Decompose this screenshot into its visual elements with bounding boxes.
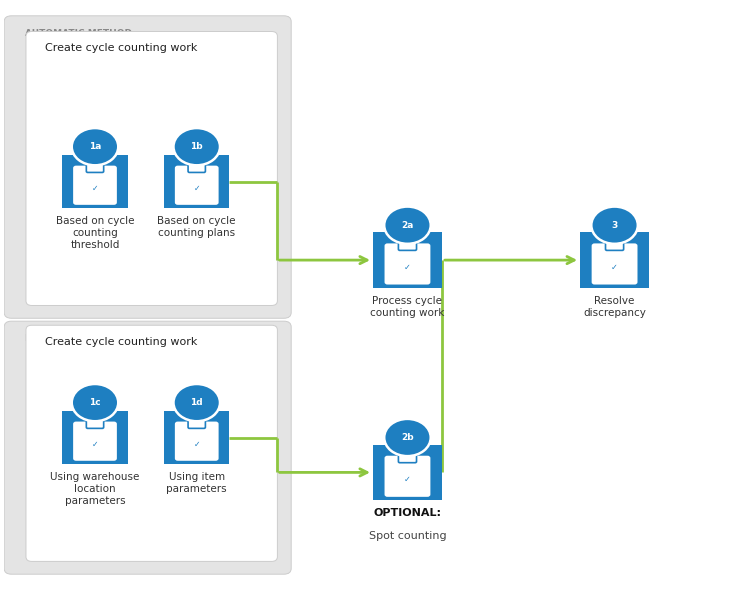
Text: 1a: 1a: [89, 142, 101, 151]
Circle shape: [592, 206, 638, 244]
FancyBboxPatch shape: [580, 232, 649, 288]
Text: 1c: 1c: [89, 398, 101, 407]
FancyBboxPatch shape: [26, 325, 277, 562]
FancyBboxPatch shape: [62, 411, 128, 464]
Text: ✓: ✓: [404, 476, 411, 484]
Text: Create cycle counting work: Create cycle counting work: [45, 337, 197, 347]
Text: ✓: ✓: [404, 263, 411, 272]
Text: AUTOMATIC METHOD: AUTOMATIC METHOD: [24, 28, 132, 38]
FancyBboxPatch shape: [4, 321, 291, 574]
FancyBboxPatch shape: [73, 422, 117, 461]
FancyBboxPatch shape: [384, 244, 431, 284]
Text: ✓: ✓: [193, 184, 200, 193]
Circle shape: [173, 128, 220, 165]
FancyBboxPatch shape: [398, 242, 417, 250]
FancyBboxPatch shape: [4, 16, 291, 318]
Circle shape: [72, 128, 118, 165]
FancyBboxPatch shape: [188, 164, 205, 172]
Text: MANUAL METHOD: MANUAL METHOD: [24, 334, 115, 343]
Text: Based on cycle
counting
threshold: Based on cycle counting threshold: [56, 217, 135, 250]
Text: Resolve
discrepancy: Resolve discrepancy: [583, 296, 646, 318]
Text: Using item
parameters: Using item parameters: [166, 473, 227, 494]
FancyBboxPatch shape: [164, 411, 229, 464]
Text: 3: 3: [612, 221, 617, 230]
Text: Using warehouse
location
parameters: Using warehouse location parameters: [50, 473, 140, 506]
FancyBboxPatch shape: [62, 155, 128, 208]
Text: 1d: 1d: [190, 398, 203, 407]
FancyBboxPatch shape: [606, 242, 623, 250]
Circle shape: [72, 384, 118, 421]
FancyBboxPatch shape: [373, 232, 442, 288]
FancyBboxPatch shape: [175, 422, 218, 461]
Circle shape: [173, 384, 220, 421]
Text: ✓: ✓: [92, 440, 98, 449]
Text: ✓: ✓: [612, 263, 618, 272]
FancyBboxPatch shape: [164, 155, 229, 208]
Text: 2b: 2b: [401, 433, 414, 442]
Text: OPTIONAL:: OPTIONAL:: [373, 509, 442, 519]
Text: Based on cycle
counting plans: Based on cycle counting plans: [157, 217, 236, 238]
FancyBboxPatch shape: [592, 244, 637, 284]
Text: Create cycle counting work: Create cycle counting work: [45, 43, 197, 53]
Circle shape: [384, 419, 431, 456]
Text: ✓: ✓: [193, 440, 200, 449]
FancyBboxPatch shape: [188, 420, 205, 428]
Circle shape: [384, 206, 431, 244]
Text: Spot counting: Spot counting: [369, 530, 446, 540]
Text: ✓: ✓: [92, 184, 98, 193]
FancyBboxPatch shape: [398, 454, 417, 463]
FancyBboxPatch shape: [175, 166, 218, 205]
FancyBboxPatch shape: [73, 166, 117, 205]
Text: Process cycle
counting work: Process cycle counting work: [370, 296, 445, 318]
Text: 2a: 2a: [401, 221, 414, 230]
FancyBboxPatch shape: [86, 164, 104, 172]
FancyBboxPatch shape: [384, 455, 431, 497]
FancyBboxPatch shape: [373, 445, 442, 500]
FancyBboxPatch shape: [86, 420, 104, 428]
Text: 1b: 1b: [190, 142, 203, 151]
FancyBboxPatch shape: [26, 31, 277, 306]
